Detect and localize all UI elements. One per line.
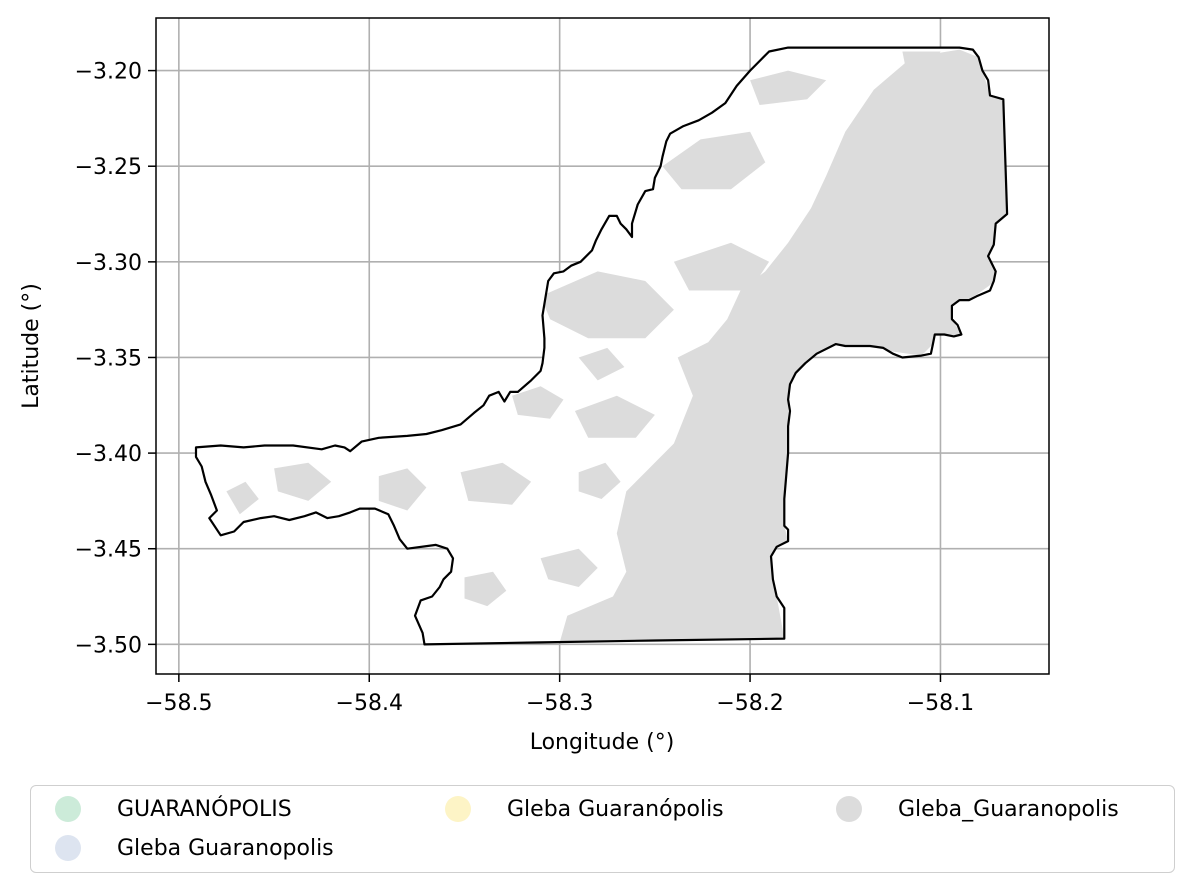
- coverage-polygon: [662, 131, 766, 190]
- boundary-outline: [194, 46, 1009, 646]
- coverage-polygon: [750, 70, 827, 105]
- coverage-polygon: [378, 468, 427, 511]
- coverage-polygon: [226, 481, 259, 515]
- y-tick-label: −3.20: [75, 60, 142, 85]
- y-tick-label: −3.45: [75, 538, 142, 563]
- legend-label: Gleba Guaranópolis: [507, 796, 724, 822]
- coverage-polygon: [578, 462, 621, 499]
- municipality-boundary: [194, 46, 1009, 646]
- coverage-polygon: [460, 462, 532, 505]
- legend-label: Gleba Guaranopolis: [117, 835, 334, 861]
- coverage-polygon: [673, 472, 741, 520]
- coverage-polygon: [540, 548, 598, 587]
- x-axis-ticks: −58.5 −58.4 −58.3 −58.2 −58.1: [145, 674, 974, 716]
- x-tick-label: −58.5: [145, 691, 212, 716]
- y-axis-label: Latitude (°): [19, 283, 44, 409]
- coverage-polygon: [559, 49, 1008, 643]
- legend-item-gleba-guaranopolis: Gleba Guaranopolis: [55, 835, 334, 861]
- legend-marker-icon: [836, 796, 862, 822]
- legend-label: GUARANÓPOLIS: [117, 796, 292, 822]
- coverage-polygon: [574, 395, 655, 438]
- coverage-polygon: [464, 571, 507, 607]
- y-tick-label: −3.30: [75, 251, 142, 276]
- legend-item-guaranopolis-upper: GUARANÓPOLIS: [55, 796, 292, 822]
- x-tick-label: −58.3: [526, 691, 593, 716]
- legend-item-gleba-guaranopolis-accent: Gleba Guaranópolis: [445, 796, 724, 822]
- legend-marker-icon: [445, 796, 471, 822]
- coverage-polygon: [902, 51, 941, 71]
- coverage-polygon: [274, 462, 332, 501]
- y-tick-label: −3.25: [75, 155, 142, 180]
- coverage-polygon: [673, 242, 770, 291]
- legend-item-gleba-guaranopolis-underscore: Gleba_Guaranopolis: [836, 796, 1119, 822]
- plot-frame: [155, 17, 1050, 675]
- coverage-polygon: [512, 386, 564, 419]
- x-axis-label: Longitude (°): [530, 730, 675, 755]
- legend-marker-icon: [55, 796, 81, 822]
- y-tick-label: −3.40: [75, 442, 142, 467]
- x-tick-label: −58.2: [716, 691, 783, 716]
- coverage-areas: [226, 49, 1008, 643]
- legend-label: Gleba_Guaranopolis: [898, 796, 1119, 822]
- legend: GUARANÓPOLIS Gleba Guaranopolis Gleba Gu…: [30, 785, 1175, 873]
- coverage-polygon: [540, 271, 674, 339]
- legend-marker-icon: [55, 835, 81, 861]
- y-tick-label: −3.35: [75, 346, 142, 371]
- coverage-polygon: [578, 347, 625, 381]
- y-tick-label: −3.50: [75, 633, 142, 658]
- x-tick-label: −58.1: [907, 691, 974, 716]
- x-tick-label: −58.4: [336, 691, 403, 716]
- y-axis-ticks: −3.20 −3.25 −3.30 −3.35 −3.40 −3.45 −3.50: [75, 60, 156, 658]
